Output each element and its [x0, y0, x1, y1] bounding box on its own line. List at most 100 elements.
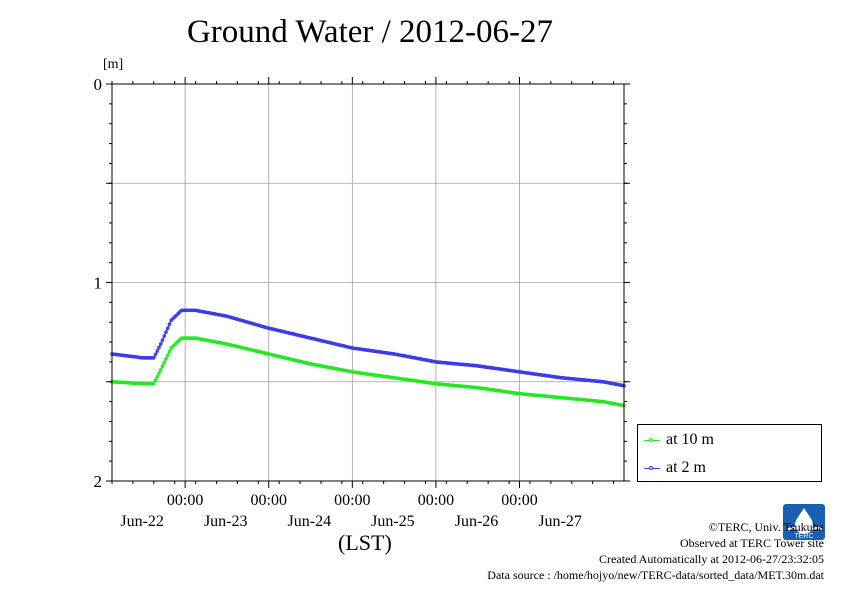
- data-point: [430, 359, 435, 364]
- data-point: [197, 309, 201, 313]
- data-point: [421, 357, 426, 362]
- data-point: [293, 358, 297, 363]
- data-point: [533, 393, 538, 397]
- data-point: [587, 398, 592, 403]
- gridlines: [112, 83, 624, 482]
- data-point: [118, 380, 123, 385]
- data-point: [125, 354, 130, 358]
- data-point: [425, 358, 430, 363]
- data-point: [195, 336, 200, 341]
- data-point: [542, 394, 546, 398]
- data-point: [486, 365, 491, 370]
- data-point: [421, 380, 426, 384]
- data-point: [549, 374, 553, 379]
- data-point: [190, 308, 194, 313]
- data-point: [524, 370, 529, 375]
- data-point: [453, 383, 457, 388]
- x-tick-time-label: 00:00: [418, 492, 454, 509]
- data-point: [479, 364, 484, 369]
- data-point: [427, 358, 431, 363]
- data-point: [186, 308, 191, 313]
- data-point: [371, 372, 376, 377]
- data-point: [286, 330, 290, 335]
- data-point: [225, 314, 229, 319]
- x-axis-label: (LST): [338, 530, 392, 555]
- data-point: [449, 383, 454, 388]
- data-point: [597, 399, 602, 404]
- data-point: [291, 357, 295, 362]
- data-point: [225, 342, 229, 346]
- data-point: [134, 355, 139, 359]
- data-point: [259, 324, 264, 329]
- data-point: [383, 350, 388, 355]
- data-point: [489, 387, 494, 392]
- data-point: [446, 383, 450, 387]
- data-point: [552, 374, 557, 379]
- data-point: [508, 368, 513, 373]
- data-point: [296, 359, 301, 363]
- data-point: [488, 387, 492, 392]
- data-point: [529, 371, 534, 376]
- data-point: [515, 369, 520, 374]
- data-point: [460, 384, 464, 389]
- data-point: [376, 373, 381, 378]
- data-point: [193, 336, 198, 340]
- data-point: [247, 320, 252, 325]
- data-point: [277, 354, 282, 359]
- data-point: [125, 380, 130, 385]
- data-point: [465, 363, 470, 367]
- data-point: [164, 330, 168, 334]
- data-point: [470, 363, 475, 368]
- data-point: [592, 398, 597, 403]
- data-point: [306, 361, 311, 366]
- data-point: [313, 337, 318, 342]
- data-point: [315, 363, 320, 368]
- data-point: [562, 396, 567, 400]
- data-point: [331, 341, 336, 346]
- data-point: [616, 402, 621, 407]
- data-point: [533, 372, 538, 376]
- data-point: [501, 389, 506, 394]
- data-point: [442, 382, 447, 387]
- data-point: [559, 375, 564, 380]
- data-point: [192, 336, 196, 340]
- data-point: [472, 385, 477, 390]
- data-point: [158, 367, 163, 372]
- data-point: [233, 316, 238, 321]
- data-point: [251, 348, 255, 353]
- data-point: [562, 376, 567, 380]
- data-point: [340, 343, 344, 348]
- data-point: [496, 388, 501, 393]
- data-point: [266, 326, 271, 331]
- data-point: [282, 355, 287, 360]
- data-point: [226, 342, 231, 347]
- data-point: [442, 360, 447, 365]
- data-point: [350, 346, 355, 350]
- data-point: [221, 341, 226, 346]
- data-point: [394, 352, 398, 357]
- data-point: [165, 353, 170, 358]
- data-point: [244, 346, 248, 351]
- data-point: [611, 381, 616, 386]
- data-point: [153, 378, 158, 383]
- data-point: [190, 336, 194, 340]
- data-point: [592, 379, 597, 383]
- data-point: [609, 381, 614, 386]
- data-point: [444, 382, 449, 387]
- data-point: [181, 336, 186, 340]
- data-point: [479, 386, 484, 391]
- data-point: [428, 359, 433, 363]
- data-point: [150, 381, 154, 386]
- data-point: [350, 369, 355, 374]
- data-point: [406, 354, 410, 359]
- data-point: [381, 350, 386, 355]
- data-point: [524, 392, 529, 397]
- data-point: [498, 389, 503, 393]
- data-point: [418, 379, 423, 384]
- data-point: [378, 350, 383, 354]
- data-point: [519, 370, 524, 374]
- data-point: [240, 318, 245, 323]
- data-point: [353, 346, 358, 351]
- data-point: [146, 381, 151, 386]
- created-at-text: Created Automatically at 2012-06-27/23:3…: [599, 552, 824, 566]
